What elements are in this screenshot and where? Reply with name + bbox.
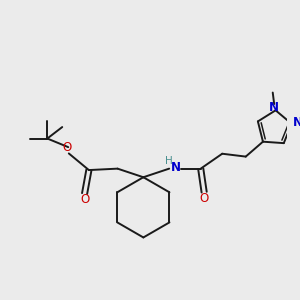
Text: N: N [293,116,300,129]
Text: O: O [80,194,89,206]
Text: H: H [165,156,173,166]
Text: O: O [63,141,72,154]
Text: O: O [200,192,209,205]
Text: N: N [269,101,279,114]
Text: N: N [170,161,181,174]
